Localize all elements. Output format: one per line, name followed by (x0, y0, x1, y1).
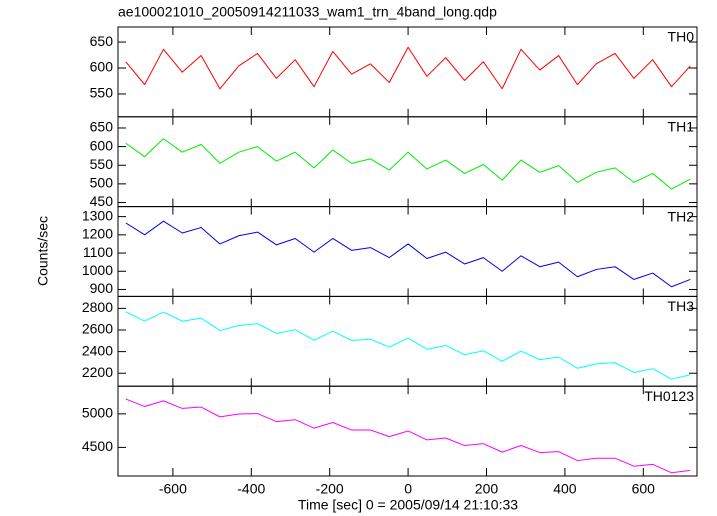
data-line (125, 220, 691, 288)
x-tick-label: -200 (316, 481, 344, 497)
y-tick-label: 4500 (82, 438, 113, 454)
y-tick-label: 600 (90, 59, 114, 75)
y-tick-label: 1100 (83, 244, 113, 260)
y-tick-label: 1300 (82, 207, 113, 223)
panel-label: TH0123 (644, 388, 694, 404)
y-tick-label: 900 (90, 280, 114, 296)
chart-title: ae100021010_20050914211033_wam1_trn_4ban… (118, 4, 497, 20)
y-tick-label: 450 (90, 193, 114, 209)
panel-frame (117, 295, 698, 387)
data-line (125, 398, 691, 474)
y-tick-label: 550 (90, 156, 114, 172)
x-axis-label: Time [sec] 0 = 2005/09/14 21:10:33 (298, 497, 518, 513)
panel-label: TH1 (668, 119, 695, 135)
panel-frame (117, 206, 698, 297)
data-line (125, 46, 691, 90)
panel-frame (117, 116, 698, 208)
y-tick-label: 5000 (82, 405, 113, 421)
x-tick-label: -600 (159, 481, 187, 497)
x-tick-label: 200 (475, 481, 499, 497)
x-tick-label: 0 (404, 481, 412, 497)
x-tick-label: 400 (553, 481, 577, 497)
y-tick-label: 1000 (82, 262, 113, 278)
panel-label: TH0 (668, 29, 695, 45)
panel-frame (117, 26, 698, 118)
y-tick-label: 600 (90, 137, 114, 153)
y-tick-label: 500 (90, 175, 114, 191)
y-tick-label: 2200 (82, 364, 113, 380)
y-tick-label: 1200 (82, 226, 113, 242)
y-tick-label: 2600 (82, 321, 113, 337)
y-tick-label: 650 (90, 119, 114, 135)
data-line (125, 138, 691, 190)
y-tick-label: 2800 (82, 299, 113, 315)
panel-frame (117, 385, 698, 477)
y-tick-label: 650 (90, 33, 114, 49)
x-tick-label: -400 (237, 481, 265, 497)
y-axis-label: Counts/sec (35, 216, 51, 286)
y-tick-label: 2400 (82, 342, 113, 358)
x-tick-label: 600 (632, 481, 656, 497)
panel-label: TH3 (668, 298, 695, 314)
data-line (125, 311, 691, 380)
panel-label: TH2 (668, 208, 695, 224)
y-tick-label: 550 (90, 85, 114, 101)
